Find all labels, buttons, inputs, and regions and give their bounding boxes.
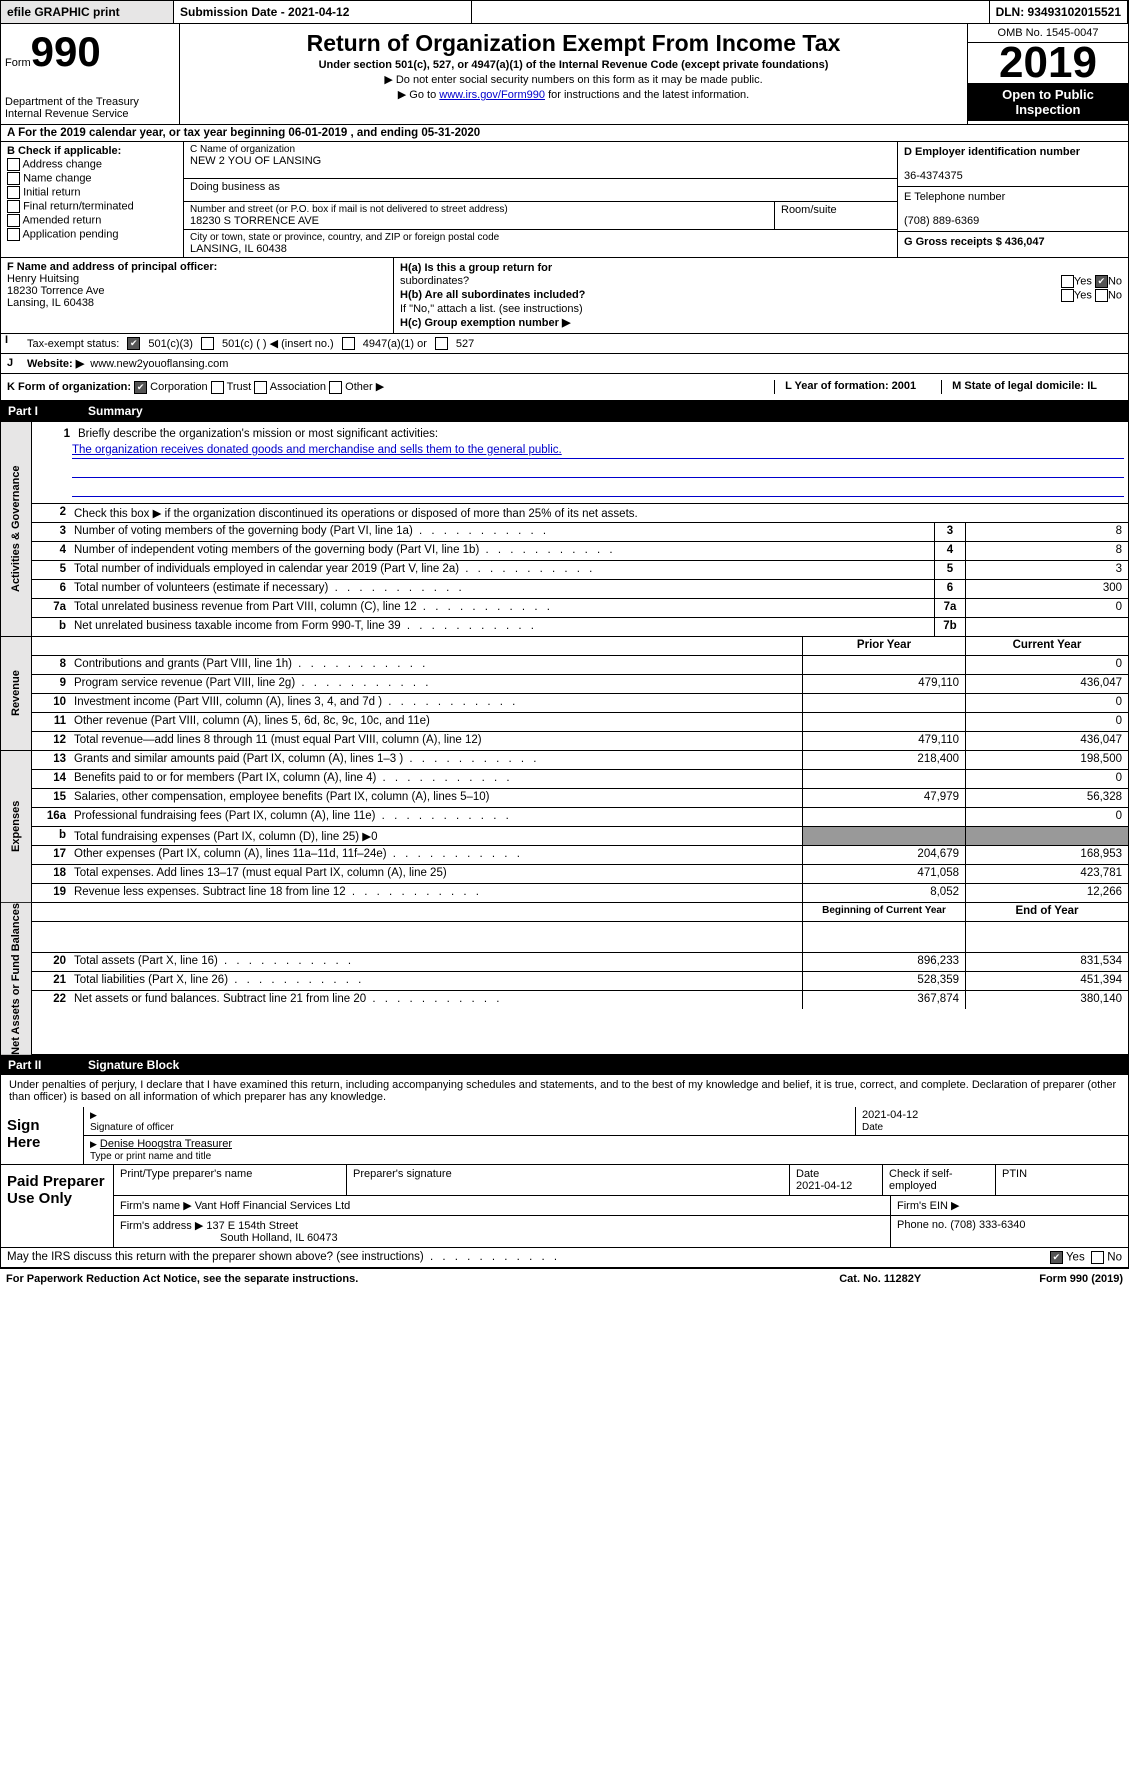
sign-here-label: Sign Here [1,1107,84,1164]
perjury-text: Under penalties of perjury, I declare th… [1,1075,1128,1107]
submission-date: Submission Date - 2021-04-12 [174,1,472,23]
discuss-row: May the IRS discuss this return with the… [0,1248,1129,1268]
part1-header: Part ISummary [0,401,1129,421]
dln-number: DLN: 93493102015521 [990,1,1128,23]
governance-label: Activities & Governance [1,422,32,636]
org-info: C Name of organizationNEW 2 YOU OF LANSI… [184,142,897,257]
ein-phone-block: D Employer identification number36-43743… [897,142,1128,257]
netassets-label: Net Assets or Fund Balances [1,903,32,1055]
state-domicile: M State of legal domicile: IL [941,380,1107,394]
irs-link[interactable]: www.irs.gov/Form990 [439,89,545,101]
footer: For Paperwork Reduction Act Notice, see … [0,1268,1129,1289]
website-row: Website: ▶ www.new2youoflansing.com [27,357,228,370]
paid-preparer-label: Paid Preparer Use Only [1,1165,114,1247]
principal-officer: F Name and address of principal officer:… [1,258,394,333]
check-if-applicable: B Check if applicable: Address change Na… [1,142,184,257]
group-return: H(a) Is this a group return for subordin… [394,258,1128,333]
header-spacer [472,1,990,23]
tax-exempt-status: Tax-exempt status: ✔501(c)(3) 501(c) ( )… [25,334,1128,353]
omb-year-block: OMB No. 1545-0047 2019 Open to Public In… [967,24,1128,124]
form-title-block: Return of Organization Exempt From Incom… [180,24,967,124]
expenses-label: Expenses [1,751,32,902]
form-title: Return of Organization Exempt From Incom… [188,30,959,57]
efile-label: efile GRAPHIC print [1,1,174,23]
form-id-block: Form990 Department of the Treasury Inter… [1,24,180,124]
tax-year-row: A For the 2019 calendar year, or tax yea… [0,125,1129,142]
part2-header: Part IISignature Block [0,1055,1129,1075]
revenue-label: Revenue [1,637,32,750]
year-formation: L Year of formation: 2001 [774,380,926,394]
form-of-org: K Form of organization: ✔ Corporation Tr… [7,380,759,394]
mission-text: The organization receives donated goods … [72,444,1124,459]
